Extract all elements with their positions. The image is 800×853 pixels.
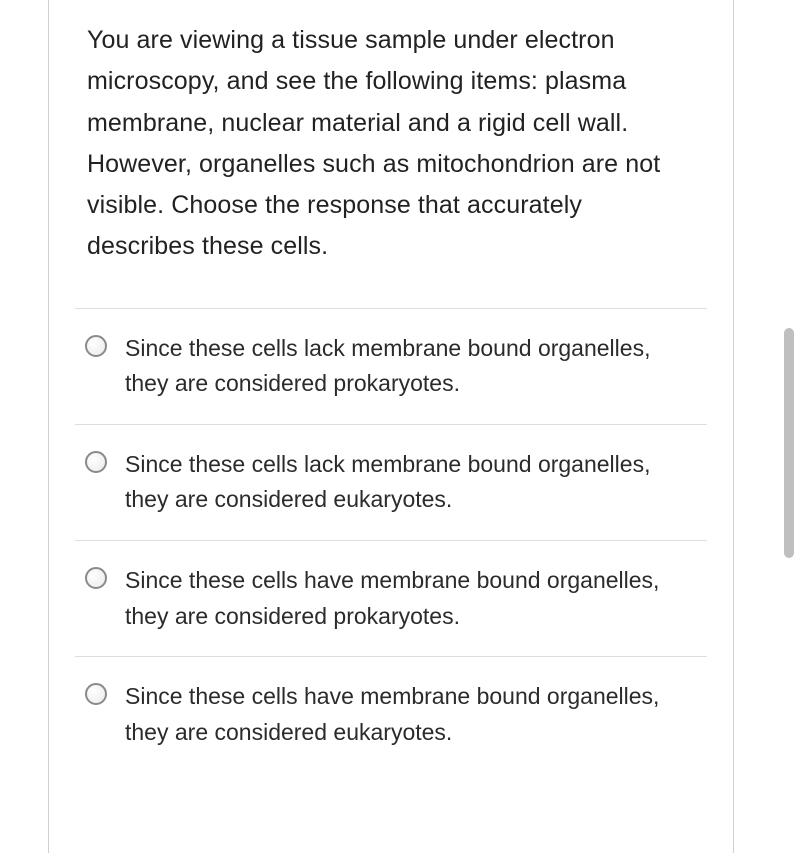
question-card: You are viewing a tissue sample under el…: [48, 0, 734, 853]
option-3[interactable]: Since these cells have membrane bound or…: [75, 656, 707, 772]
options-list: Since these cells lack membrane bound or…: [49, 308, 733, 773]
viewport: You are viewing a tissue sample under el…: [0, 0, 800, 853]
radio-icon[interactable]: [85, 683, 107, 705]
question-text: You are viewing a tissue sample under el…: [49, 0, 733, 308]
option-text: Since these cells have membrane bound or…: [125, 679, 695, 750]
option-text: Since these cells lack membrane bound or…: [125, 447, 695, 518]
option-1[interactable]: Since these cells lack membrane bound or…: [75, 424, 707, 540]
option-0[interactable]: Since these cells lack membrane bound or…: [75, 308, 707, 424]
option-text: Since these cells lack membrane bound or…: [125, 331, 695, 402]
option-text: Since these cells have membrane bound or…: [125, 563, 695, 634]
radio-icon[interactable]: [85, 451, 107, 473]
radio-icon[interactable]: [85, 567, 107, 589]
option-2[interactable]: Since these cells have membrane bound or…: [75, 540, 707, 656]
radio-icon[interactable]: [85, 335, 107, 357]
vertical-scrollbar-thumb[interactable]: [784, 328, 794, 558]
